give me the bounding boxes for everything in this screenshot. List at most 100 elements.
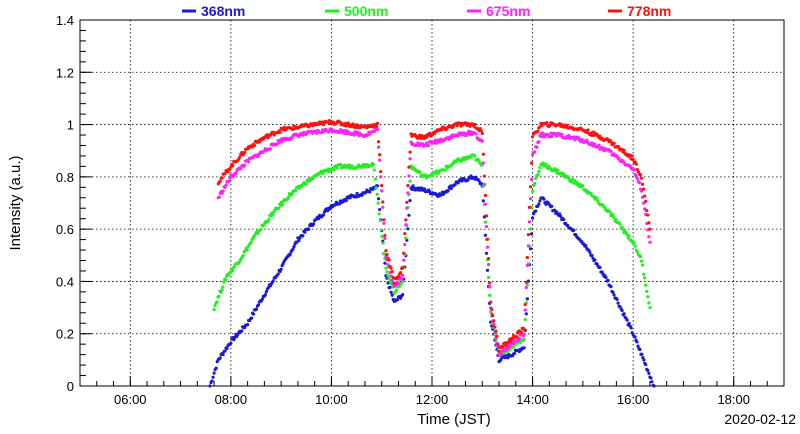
- data-point: [256, 303, 261, 307]
- data-point: [405, 206, 409, 210]
- data-point: [477, 179, 481, 183]
- data-point: [379, 169, 383, 174]
- data-point: [562, 217, 566, 222]
- data-point: [254, 307, 259, 311]
- data-point: [379, 175, 383, 179]
- data-point: [401, 293, 405, 297]
- data-point: [608, 210, 612, 214]
- data-point: [361, 162, 366, 167]
- data-point: [627, 234, 631, 238]
- data-point: [406, 227, 410, 231]
- data-point: [389, 266, 393, 270]
- data-point: [519, 330, 523, 334]
- data-point: [403, 242, 407, 247]
- data-point: [530, 189, 535, 193]
- data-point: [500, 352, 504, 356]
- data-point: [346, 121, 350, 125]
- data-point: [572, 228, 576, 232]
- data-point: [247, 160, 251, 164]
- data-point: [232, 265, 236, 269]
- data-point: [523, 302, 527, 307]
- data-point: [643, 276, 647, 280]
- data-point: [490, 307, 494, 311]
- data-point: [245, 248, 249, 252]
- data-point: [528, 227, 533, 231]
- data-point: [511, 341, 516, 346]
- data-point: [525, 255, 529, 260]
- data-point: [385, 253, 389, 257]
- data-point: [530, 135, 535, 139]
- data-point: [360, 193, 364, 197]
- data-point: [524, 280, 528, 284]
- data-point: [486, 256, 491, 261]
- data-point: [647, 301, 651, 305]
- data-point: [481, 152, 485, 156]
- data-point: [604, 275, 608, 280]
- data-point: [643, 194, 647, 198]
- data-point: [231, 164, 235, 168]
- data-point: [473, 154, 477, 158]
- data-point: [494, 329, 498, 333]
- data-point: [271, 279, 275, 283]
- data-point: [380, 184, 384, 188]
- data-point: [558, 212, 562, 216]
- data-point: [525, 297, 529, 301]
- data-point: [612, 293, 616, 297]
- data-point: [378, 218, 382, 223]
- data-point: [528, 185, 533, 189]
- data-point: [526, 244, 530, 248]
- data-point: [495, 334, 499, 338]
- data-point: [221, 352, 225, 357]
- data-point: [481, 199, 485, 203]
- data-point: [482, 182, 486, 186]
- data-point: [301, 234, 305, 238]
- data-point: [548, 124, 552, 128]
- data-point: [373, 177, 377, 181]
- data-point: [392, 281, 396, 285]
- data-point: [618, 222, 622, 226]
- data-point: [534, 176, 538, 181]
- data-point: [529, 232, 534, 236]
- data-point: [649, 376, 653, 380]
- data-point: [218, 179, 222, 183]
- data-point: [215, 300, 219, 304]
- data-point: [627, 321, 631, 326]
- data-point: [473, 122, 477, 126]
- data-point: [332, 167, 336, 172]
- data-point: [555, 134, 559, 138]
- x-tick-label: 08:00: [215, 392, 248, 407]
- data-point: [374, 186, 378, 190]
- data-point: [347, 163, 351, 167]
- data-point: [645, 289, 649, 293]
- data-point: [560, 132, 564, 136]
- data-point: [482, 174, 486, 178]
- data-point: [241, 253, 245, 258]
- data-point: [446, 188, 450, 193]
- data-point: [533, 150, 537, 154]
- data-point: [591, 256, 595, 260]
- y-tick-label: 0: [67, 379, 74, 394]
- data-point: [593, 258, 597, 262]
- data-point: [408, 157, 412, 161]
- data-point: [622, 148, 626, 152]
- data-point: [315, 131, 319, 135]
- data-point: [590, 141, 594, 145]
- data-point: [588, 250, 592, 255]
- data-point: [376, 197, 381, 201]
- data-point: [550, 134, 554, 139]
- data-point: [474, 132, 478, 136]
- data-point: [640, 352, 644, 356]
- data-point: [278, 130, 282, 134]
- data-point: [479, 181, 483, 185]
- data-point: [523, 308, 527, 312]
- data-point: [394, 288, 398, 292]
- data-point: [375, 121, 380, 125]
- x-tick-label: 10:00: [315, 392, 348, 407]
- data-point: [480, 131, 484, 135]
- data-point: [450, 135, 454, 140]
- data-point: [220, 288, 224, 292]
- data-point: [389, 290, 393, 294]
- data-point: [497, 349, 501, 353]
- data-point: [390, 293, 394, 297]
